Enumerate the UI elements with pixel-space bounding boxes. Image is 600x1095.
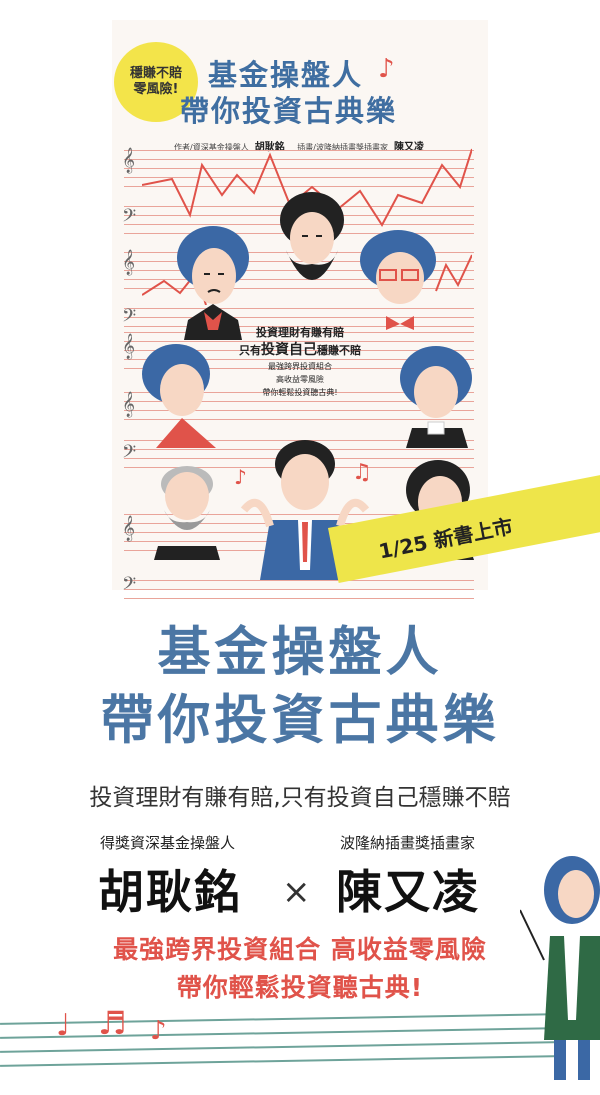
composer-beethoven-illustration [177, 226, 249, 340]
music-note-icon: ♪ [150, 1016, 167, 1046]
main-title-line1: 基金操盤人 [157, 621, 443, 683]
bass-clef-icon: 𝄢 [122, 442, 137, 467]
bubble-text-1: 穩賺不賠 [129, 66, 182, 81]
composer-mozart-illustration [142, 344, 216, 448]
tagline: 投資理財有賺有賠,只有投資自己穩賺不賠 [89, 785, 511, 811]
cover-author-role: 作者/資深基金操盤人 [174, 143, 249, 152]
conductor-illustration [520, 856, 600, 1080]
book-cover: 穩賺不賠 零風險! 基金操盤人 ♪ 帶你投資古典樂 作者/資深基金操盤人 胡耿銘 … [112, 20, 488, 599]
bass-clef-icon: 𝄢 [122, 574, 137, 599]
promo-line2: 帶你輕鬆投資聽古典! [176, 973, 424, 1002]
music-note-icon: ♩ [56, 1008, 71, 1043]
cover-title-line2: 帶你投資古典樂 [180, 94, 398, 128]
author-role: 得獎資深基金操盤人 [100, 834, 236, 852]
cover-center-line2: 只有投資自己穩賺不賠 [239, 342, 361, 358]
illustrator-role: 波隆納插畫獎插畫家 [340, 834, 476, 852]
music-notes-icon: ♬ [98, 1004, 127, 1042]
composer-schubert-illustration [360, 230, 436, 330]
cover-center-small1: 最強跨界投資組合 [268, 362, 332, 371]
cover-center-copy: 投資理財有賺有賠 只有投資自己穩賺不賠 最強跨界投資組合 高收益零風險 帶你輕鬆… [220, 325, 380, 399]
main-title-line2: 帶你投資古典樂 [100, 689, 500, 751]
author-illustration [240, 440, 370, 580]
bass-clef-icon: 𝄢 [122, 306, 137, 331]
cover-author-name: 胡耿銘 [254, 142, 285, 153]
music-note-icon: ♫ [352, 460, 372, 485]
cover-center-small3: 帶你輕鬆投資聽古典! [262, 388, 338, 397]
music-note-icon: ♪ [234, 465, 247, 489]
promo-line1: 最強跨界投資組合 高收益零風險 [113, 935, 487, 964]
cover-illustrator-name: 陳又凌 [393, 142, 424, 153]
composer-tchaikovsky-illustration [154, 466, 220, 560]
bubble-text-2: 零風險! [133, 82, 179, 97]
treble-clef-icon: 𝄞 [122, 250, 136, 275]
cover-center-small2: 高收益零風險 [276, 375, 324, 384]
cover-title-line1: 基金操盤人 [208, 58, 364, 92]
illustrator-name: 陳又凌 [336, 865, 480, 919]
cover-illustrator-role: 插畫/波隆納插畫獎插畫家 [297, 143, 388, 152]
author-name: 胡耿銘 [98, 865, 242, 919]
composer-brahms-illustration [280, 192, 344, 280]
bass-clef-icon: 𝄢 [122, 206, 137, 231]
treble-clef-icon: 𝄞 [122, 516, 136, 541]
times-icon: × [282, 872, 311, 912]
treble-clef-icon: 𝄞 [122, 148, 136, 173]
cover-bubble: 穩賺不賠 零風險! [114, 42, 198, 122]
music-note-icon: ♪ [378, 54, 395, 84]
composer-bach-illustration [400, 346, 472, 448]
treble-clef-icon: 𝄞 [122, 392, 136, 417]
bottom-staff [0, 1013, 560, 1078]
cover-credits: 作者/資深基金操盤人 胡耿銘 插畫/波隆納插畫獎插畫家 陳又凌 [174, 138, 434, 153]
treble-clef-icon: 𝄞 [122, 334, 136, 359]
cover-center-line1: 投資理財有賺有賠 [256, 326, 344, 339]
